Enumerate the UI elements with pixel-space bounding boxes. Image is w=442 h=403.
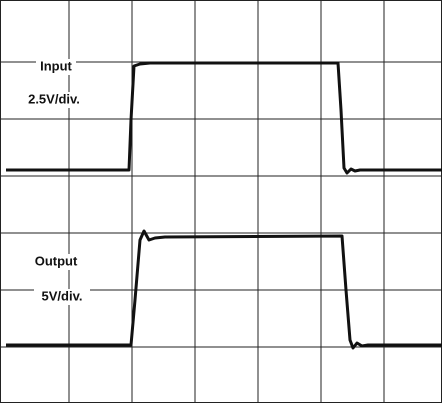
input-scale-label: 2.5V/div. (28, 91, 80, 106)
label-backdrop (36, 59, 76, 75)
input-label: Input (40, 58, 72, 73)
input-trace (6, 61, 442, 175)
output-label: Output (35, 253, 78, 268)
label-backdrop (32, 254, 80, 270)
output-scale-label: 5V/div. (42, 288, 83, 303)
label-backdrop (34, 289, 90, 305)
label-backdrop (18, 92, 90, 108)
output-trace (6, 229, 442, 350)
